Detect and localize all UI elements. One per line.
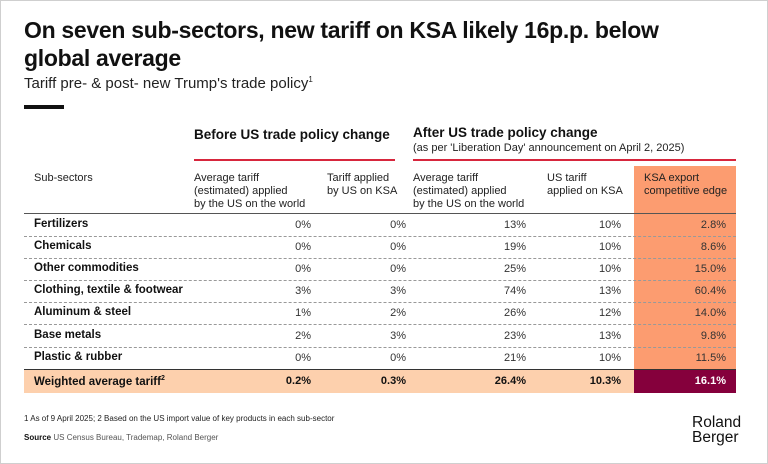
cell-competitive-edge: 9.8% xyxy=(700,329,726,342)
total-value-after-ksa: 10.3% xyxy=(589,375,621,387)
cell-after-ksa: 12% xyxy=(598,307,621,320)
total-footnote-ref: 2 xyxy=(160,375,165,382)
col-header-line: competitive edge xyxy=(644,185,728,197)
accent-bar xyxy=(24,105,64,109)
source-note: Source US Census Bureau, Trademap, Rolan… xyxy=(24,433,218,442)
cell-before-world: 0% xyxy=(295,219,311,231)
col-header-line: Average tariff xyxy=(413,172,479,184)
col-header-after-world: Average tariff (estimated) applied by th… xyxy=(413,172,524,211)
group-header-before: Before US trade policy change xyxy=(194,127,390,142)
subtitle-footnote-ref: 1 xyxy=(308,75,313,84)
cell-competitive-edge: 15.0% xyxy=(694,263,726,276)
group-divider-after xyxy=(413,159,736,161)
cell-before-ksa: 3% xyxy=(390,329,406,342)
cell-after-ksa: 10% xyxy=(598,219,621,231)
group-divider-before xyxy=(194,159,395,161)
cell-before-world: 3% xyxy=(295,285,311,298)
cell-after-ksa: 10% xyxy=(598,351,621,364)
row-label: Clothing, textile & footwear xyxy=(34,284,183,297)
total-value-after-world: 26.4% xyxy=(494,375,526,387)
row-label: Other commodities xyxy=(34,262,139,275)
competitive-edge-column-bg xyxy=(634,166,736,369)
header-divider xyxy=(24,213,736,214)
source-label: Source xyxy=(24,433,52,442)
total-value-competitive-edge: 16.1% xyxy=(694,375,726,387)
cell-competitive-edge: 14.0% xyxy=(694,307,726,320)
cell-before-ksa: 3% xyxy=(390,285,406,298)
table-row: Aluminum & steel 1% 2% 26% 12% 14.0% xyxy=(24,302,736,326)
cell-after-ksa: 10% xyxy=(598,263,621,276)
col-header-line: by the US on the world xyxy=(194,198,306,210)
cell-before-ksa: 0% xyxy=(390,219,406,231)
cell-after-world: 26% xyxy=(503,307,526,320)
cell-before-world: 0% xyxy=(295,351,311,364)
table-row-total: Weighted average tariff2 0.2% 0.3% 26.4%… xyxy=(24,369,736,393)
col-header-line: applied on KSA xyxy=(547,185,623,197)
cell-after-world: 23% xyxy=(503,329,526,342)
col-header-line: (estimated) applied xyxy=(413,185,507,197)
cell-after-world: 21% xyxy=(503,351,526,364)
group-subheader-after: (as per 'Liberation Day' announcement on… xyxy=(413,142,685,154)
cell-competitive-edge: 2.8% xyxy=(700,219,726,231)
cell-competitive-edge: 60.4% xyxy=(694,285,726,298)
row-label: Base metals xyxy=(34,328,102,341)
row-label: Fertilizers xyxy=(34,218,89,230)
table-row: Clothing, textile & footwear 3% 3% 74% 13% 60… xyxy=(24,280,736,304)
cell-after-world: 19% xyxy=(503,241,526,254)
cell-before-world: 0% xyxy=(295,241,311,254)
cell-after-ksa: 13% xyxy=(598,285,621,298)
col-header-before-ksa: Tariff applied by US on KSA xyxy=(327,172,397,198)
total-label-text: Weighted average tariff xyxy=(34,375,161,388)
page-subtitle: Tariff pre- & post- new Trump's trade po… xyxy=(24,75,313,92)
table-row: Chemicals 0% 0% 19% 10% 8.6% xyxy=(24,236,736,260)
table-row: Base metals 2% 3% 23% 13% 9.8% xyxy=(24,325,736,348)
col-header-subsectors: Sub-sectors xyxy=(34,172,93,185)
logo-line-2: Berger xyxy=(692,429,739,446)
table-row: Other commodities 0% 0% 25% 10% 15.0% xyxy=(24,258,736,282)
col-header-line: by US on KSA xyxy=(327,185,398,197)
page-title: On seven sub-sectors, new tariff on KSA … xyxy=(24,17,659,71)
cell-after-world: 13% xyxy=(503,219,526,231)
total-value-before-ksa: 0.3% xyxy=(380,375,406,387)
table-row: Plastic & rubber 0% 0% 21% 10% 11.5% xyxy=(24,347,736,370)
col-header-line: Average tariff xyxy=(194,172,260,184)
cell-after-world: 25% xyxy=(503,263,526,276)
col-header-line: US tariff xyxy=(547,172,587,184)
col-header-competitive-edge: KSA export competitive edge xyxy=(644,172,727,198)
cell-before-ksa: 0% xyxy=(390,263,406,276)
cell-after-ksa: 10% xyxy=(598,241,621,254)
source-text: US Census Bureau, Trademap, Roland Berge… xyxy=(53,433,219,442)
row-label: Chemicals xyxy=(34,240,92,253)
cell-competitive-edge: 8.6% xyxy=(700,241,726,254)
logo-line-1: Roland xyxy=(692,414,742,431)
total-competitive-edge-cell: 16.1% xyxy=(634,370,736,393)
cell-before-world: 2% xyxy=(295,329,311,342)
col-header-line: Sub-sectors xyxy=(34,172,93,184)
row-label: Plastic & rubber xyxy=(34,350,123,363)
total-label: Weighted average tariff2 xyxy=(34,375,165,388)
cell-after-world: 74% xyxy=(503,285,526,298)
col-header-line: by the US on the world xyxy=(413,198,525,210)
cell-before-world: 0% xyxy=(295,263,311,276)
subtitle-text: Tariff pre- & post- new Trump's trade po… xyxy=(24,75,309,92)
cell-before-ksa: 2% xyxy=(390,307,406,320)
col-header-line: Tariff applied xyxy=(327,172,390,184)
cell-before-ksa: 0% xyxy=(390,351,406,364)
table-row: Fertilizers 0% 0% 13% 10% 2.8% xyxy=(24,214,736,237)
total-value-before-world: 0.2% xyxy=(285,375,311,387)
row-label: Aluminum & steel xyxy=(34,306,132,319)
col-header-after-ksa: US tariff applied on KSA xyxy=(547,172,623,198)
col-header-line: KSA export xyxy=(644,172,700,184)
col-header-before-world: Average tariff (estimated) applied by th… xyxy=(194,172,305,211)
roland-berger-logo: Roland Berger xyxy=(692,414,742,446)
cell-after-ksa: 13% xyxy=(598,329,621,342)
cell-before-world: 1% xyxy=(295,307,311,320)
cell-before-ksa: 0% xyxy=(390,241,406,254)
group-header-after: After US trade policy change xyxy=(413,125,598,140)
col-header-line: (estimated) applied xyxy=(194,185,288,197)
cell-competitive-edge: 11.5% xyxy=(695,351,726,364)
footnote: 1 As of 9 April 2025; 2 Based on the US … xyxy=(24,414,335,423)
